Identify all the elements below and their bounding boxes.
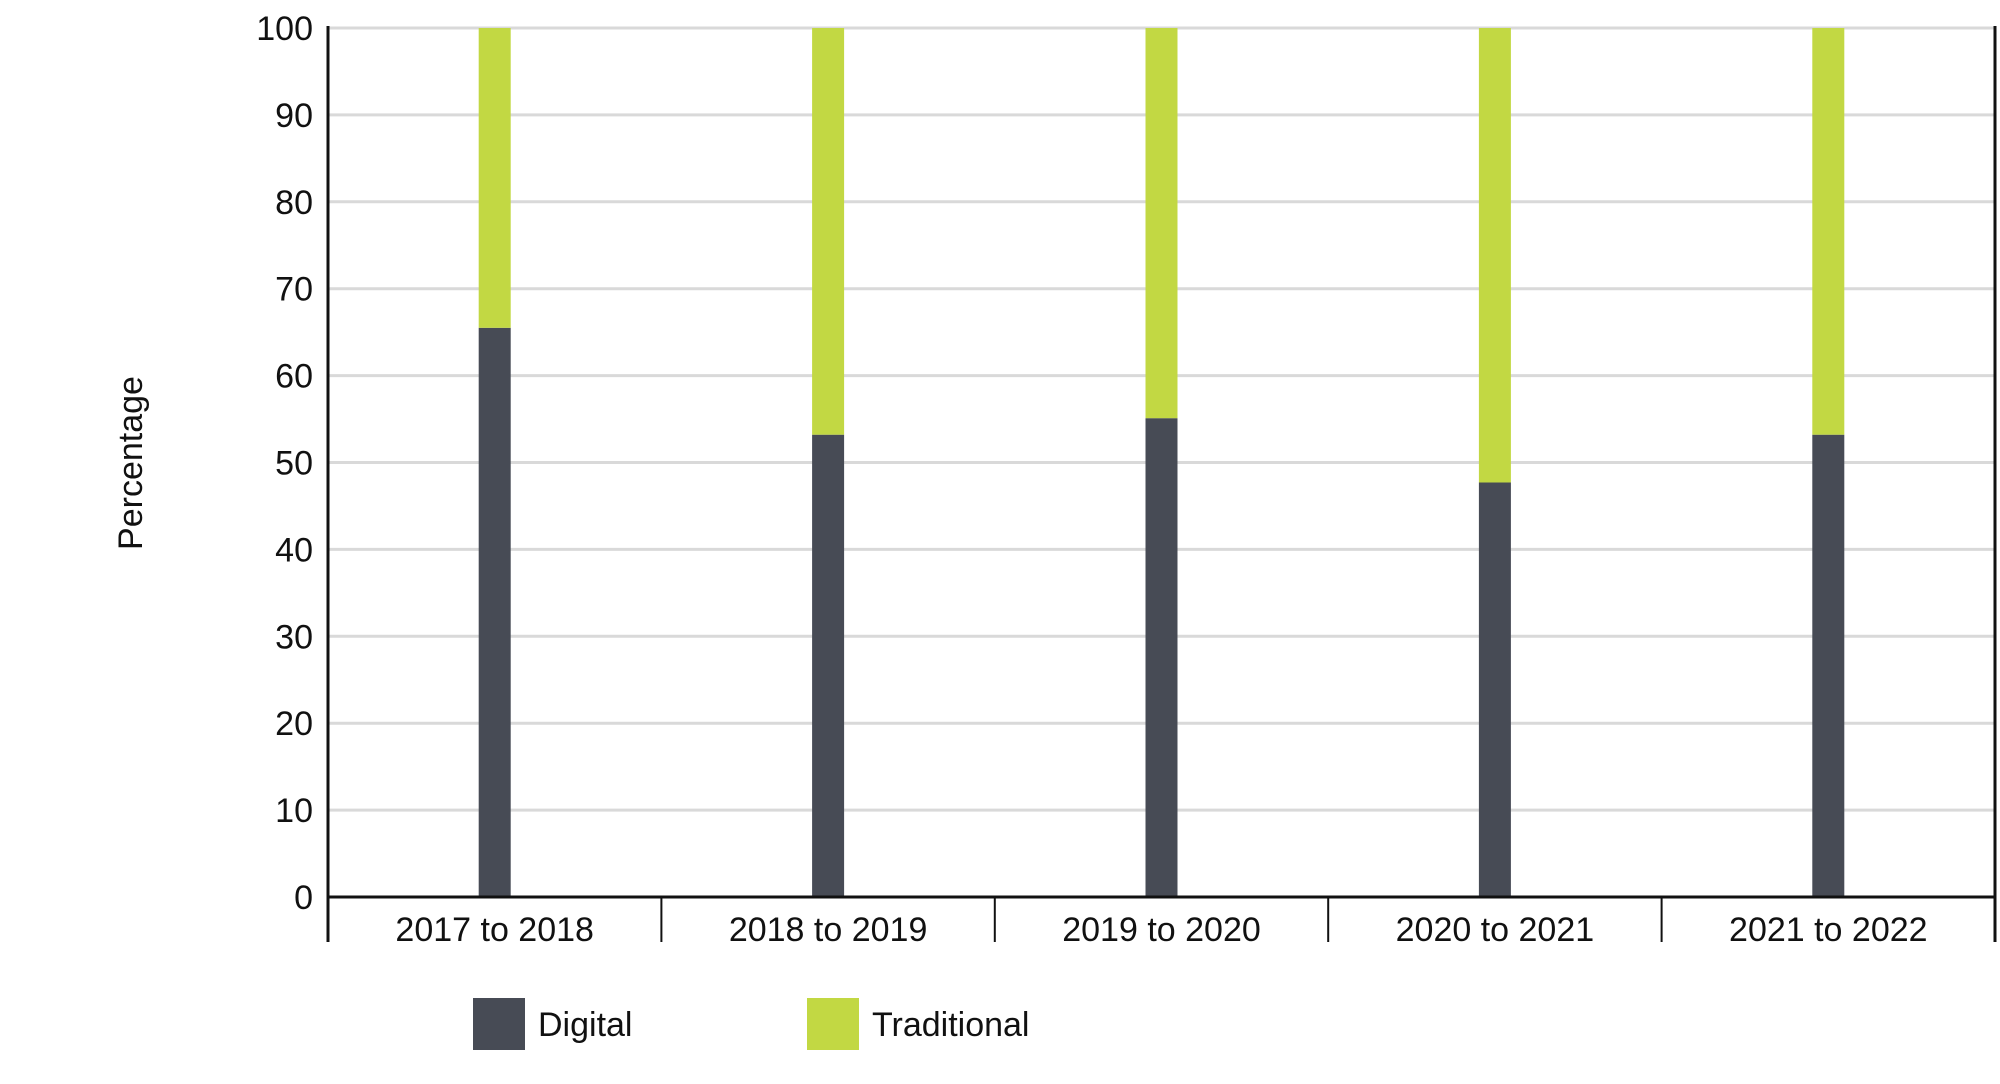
legend-swatch-digital — [473, 998, 525, 1050]
bar-traditional-3 — [1145, 28, 1178, 419]
legend-label-traditional: Traditional — [872, 1006, 1029, 1044]
legend: Digital Traditional — [473, 998, 1029, 1050]
bar-traditional-5 — [1812, 28, 1845, 435]
y-tick-label-20: 20 — [275, 705, 313, 743]
x-category-label-1: 2017 to 2018 — [395, 911, 594, 949]
x-category-label-5: 2021 to 2022 — [1729, 911, 1928, 949]
y-tick-label-40: 40 — [275, 531, 313, 569]
y-tick-label-0: 0 — [294, 879, 313, 917]
bar-digital-4 — [1478, 482, 1511, 897]
bar-traditional-1 — [478, 28, 511, 328]
y-tick-label-70: 70 — [275, 271, 313, 309]
y-axis-title: Percentage — [112, 376, 150, 550]
x-category-labels: 2017 to 2018 2018 to 2019 2019 to 2020 2020… — [395, 911, 1927, 949]
y-tick-label-90: 90 — [275, 97, 313, 135]
axes — [326, 26, 1997, 942]
legend-label-digital: Digital — [538, 1006, 632, 1044]
y-tick-label-50: 50 — [275, 445, 313, 483]
y-tick-label-100: 100 — [256, 10, 313, 48]
bar-digital-5 — [1812, 434, 1845, 897]
x-category-label-2: 2018 to 2019 — [729, 911, 928, 949]
x-category-label-4: 2020 to 2021 — [1396, 911, 1595, 949]
y-tick-label-10: 10 — [275, 792, 313, 830]
y-tick-label-30: 30 — [275, 618, 313, 656]
y-tick-label-60: 60 — [275, 358, 313, 396]
legend-swatch-traditional — [807, 998, 859, 1050]
bar-digital-3 — [1145, 418, 1178, 897]
bar-traditional-4 — [1478, 28, 1511, 483]
bar-digital-1 — [478, 327, 511, 897]
y-tick-labels: 0 10 20 30 40 50 60 70 80 90 100 — [256, 10, 313, 917]
x-category-label-3: 2019 to 2020 — [1062, 911, 1261, 949]
bar-traditional-2 — [812, 28, 845, 435]
bar-digital-2 — [812, 434, 845, 897]
y-tick-label-80: 80 — [275, 184, 313, 222]
bars — [478, 28, 1845, 897]
